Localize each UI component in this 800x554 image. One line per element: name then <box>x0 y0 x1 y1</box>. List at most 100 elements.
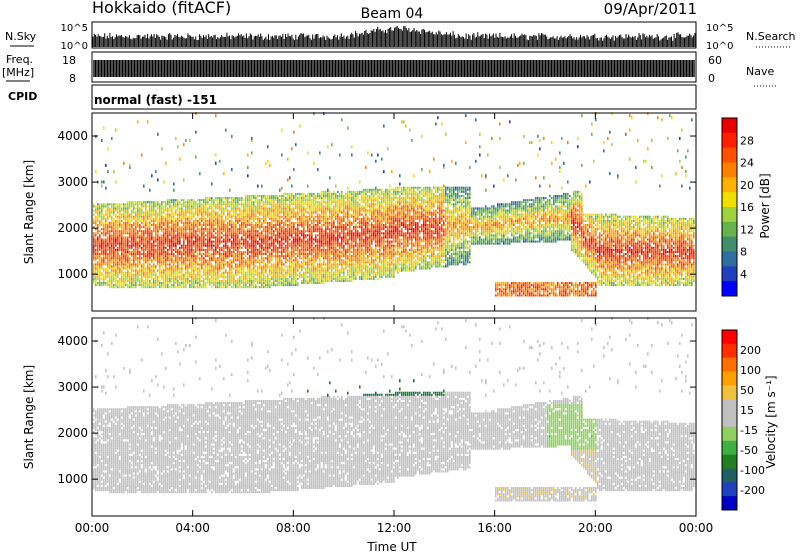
power-cell <box>195 205 197 207</box>
power-cell <box>167 245 169 247</box>
power-cell <box>227 247 229 249</box>
power-cell <box>273 214 275 216</box>
power-cell <box>311 261 313 263</box>
power-cell <box>159 222 161 224</box>
power-cell <box>113 238 115 240</box>
power-cell <box>233 284 235 286</box>
power-heatmap <box>93 112 695 296</box>
power-cell <box>309 220 311 222</box>
power-cell <box>141 209 143 211</box>
power-cell <box>119 241 121 243</box>
power-cell <box>185 276 187 278</box>
power-cell <box>209 284 211 286</box>
power-cell <box>231 280 233 282</box>
power-cell <box>253 230 255 232</box>
power-cell <box>305 216 307 218</box>
power-cell <box>111 276 113 278</box>
power-cell <box>171 222 173 224</box>
power-cell <box>283 222 285 224</box>
power-cell <box>235 205 237 207</box>
power-cell <box>261 195 263 197</box>
power-cell <box>217 259 219 261</box>
power-cell <box>249 272 251 274</box>
power-cell <box>253 251 255 253</box>
power-cell <box>227 265 229 267</box>
power-cell <box>201 236 203 238</box>
power-cell <box>169 280 171 282</box>
power-cell <box>219 238 221 240</box>
power-cell <box>133 243 135 245</box>
power-cell <box>185 274 187 276</box>
power-cell <box>195 243 197 245</box>
power-cell <box>199 270 201 272</box>
power-cell <box>101 267 103 269</box>
power-cell <box>287 158 289 161</box>
power-cell <box>127 207 129 209</box>
power-cell <box>107 218 109 220</box>
power-cell <box>285 197 287 199</box>
power-cell <box>157 212 159 214</box>
power-cell <box>237 243 239 245</box>
power-cell <box>105 251 107 253</box>
power-cell <box>303 278 305 280</box>
power-cell <box>125 243 127 245</box>
power-cell <box>249 228 251 230</box>
power-cell <box>303 276 305 278</box>
power-cell <box>137 209 139 211</box>
power-cell <box>229 241 231 243</box>
power-cell <box>249 270 251 272</box>
power-cell <box>173 234 175 236</box>
power-cell <box>111 267 113 269</box>
power-cell <box>303 238 305 240</box>
power-cell <box>183 205 185 207</box>
power-cell <box>305 236 307 238</box>
power-cell <box>209 249 211 251</box>
power-cell <box>131 209 133 211</box>
power-cell <box>99 280 101 282</box>
power-cell <box>121 238 123 240</box>
power-cell <box>253 267 255 269</box>
power-cell <box>131 255 133 257</box>
power-cell <box>259 261 261 263</box>
power-cell <box>227 228 229 230</box>
power-cell <box>243 212 245 214</box>
power-cell <box>177 272 179 274</box>
power-cell <box>271 251 273 253</box>
power-cell <box>103 270 105 272</box>
power-cell <box>95 238 97 240</box>
power-cell <box>181 251 183 253</box>
power-cell <box>307 228 309 230</box>
power-cell <box>245 247 247 249</box>
power-cell <box>119 226 121 228</box>
power-cell <box>167 272 169 274</box>
power-cell <box>211 249 213 251</box>
power-cell <box>255 284 257 286</box>
power-cell <box>149 274 151 276</box>
power-cell <box>269 203 271 205</box>
power-cell <box>215 154 217 157</box>
power-cell <box>293 247 295 249</box>
power-cell <box>141 201 143 203</box>
power-cell <box>211 276 213 278</box>
power-cell <box>205 238 207 240</box>
power-cell <box>191 209 193 211</box>
power-cell <box>207 280 209 282</box>
power-cell <box>251 284 253 286</box>
power-cell <box>145 261 147 263</box>
power-cell <box>155 276 157 278</box>
power-cell <box>157 178 159 181</box>
power-cell <box>111 203 113 205</box>
power-cell <box>137 222 139 224</box>
power-cell <box>165 205 167 207</box>
power-cell <box>149 220 151 222</box>
power-cell <box>135 284 137 286</box>
power-cell <box>195 220 197 222</box>
power-cell <box>181 272 183 274</box>
power-cell <box>159 272 161 274</box>
power-cell <box>235 284 237 286</box>
power-cell <box>257 205 259 207</box>
power-cell <box>171 245 173 247</box>
power-cell <box>131 201 133 203</box>
power-cell <box>265 286 267 288</box>
power-cell <box>215 238 217 240</box>
